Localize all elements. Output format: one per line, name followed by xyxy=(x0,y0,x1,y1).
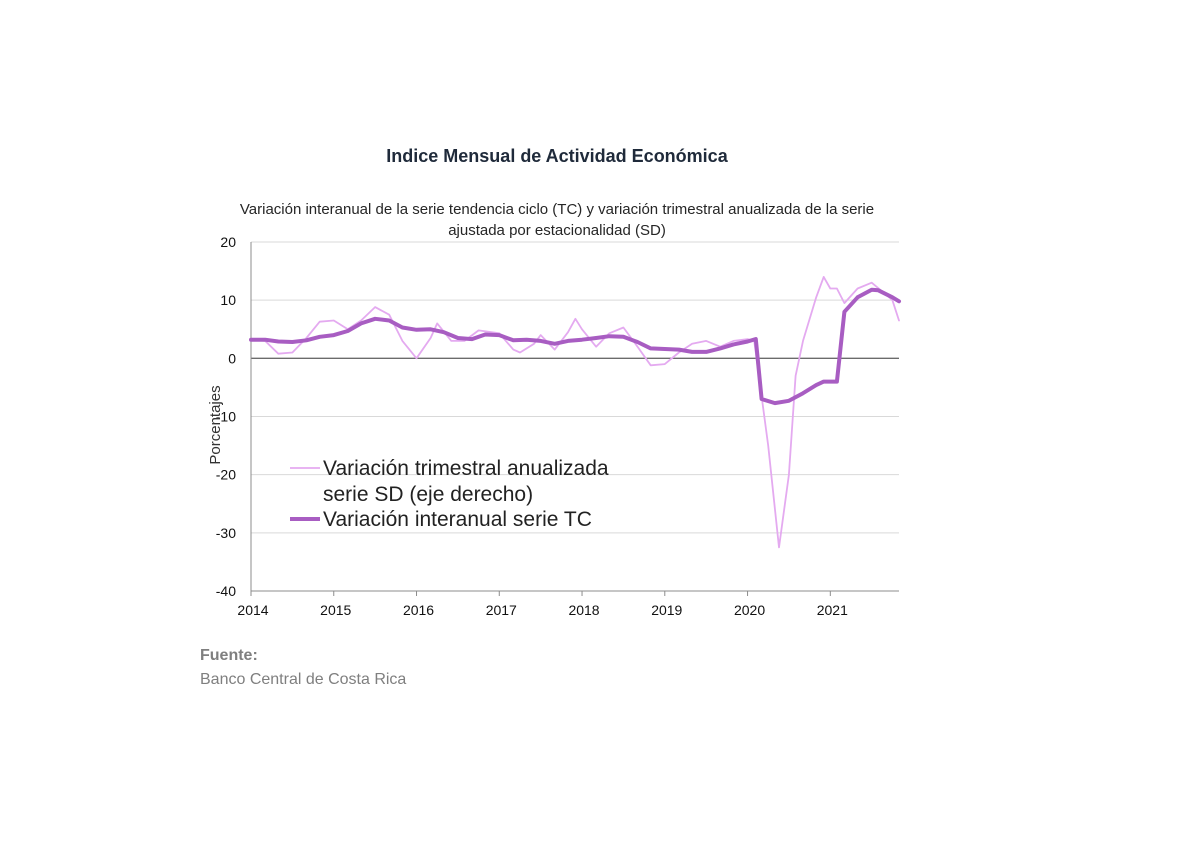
x-tick-label: 2017 xyxy=(486,602,517,618)
x-tick-label: 2018 xyxy=(568,602,599,618)
legend: Variación trimestral anualizada serie SD… xyxy=(290,457,609,531)
y-tick-label: 20 xyxy=(220,234,236,250)
y-tick-label: 10 xyxy=(220,292,236,308)
legend-label-tc: Variación interanual serie TC xyxy=(323,508,592,531)
y-tick-label: -40 xyxy=(216,583,236,599)
chart-subtitle-line-2: ajustada por estacionalidad (SD) xyxy=(448,222,666,239)
series-line-sd xyxy=(250,276,900,549)
source-text: Banco Central de Costa Rica xyxy=(200,671,407,688)
x-tick-label: 2019 xyxy=(651,602,682,618)
chart-title: Indice Mensual de Actividad Económica xyxy=(386,146,728,166)
source-label: Fuente: xyxy=(200,647,258,664)
y-tick-label: -20 xyxy=(216,467,236,483)
series-line-tc xyxy=(249,287,901,406)
y-tick-label: -10 xyxy=(216,409,236,425)
chart-subtitle-line-1: Variación interanual de la serie tendenc… xyxy=(240,201,874,218)
legend-label-sd-line-1: Variación trimestral anualizada xyxy=(323,457,609,480)
series-lines xyxy=(249,276,901,549)
legend-label-sd-line-2: serie SD (eje derecho) xyxy=(323,483,533,506)
y-tick-label: 0 xyxy=(228,350,236,366)
y-axis-label: Porcentajes xyxy=(207,385,224,464)
x-tick-labels: 2014 2015 2016 2017 2018 2019 2020 2021 xyxy=(237,602,848,618)
y-tick-label: -30 xyxy=(216,525,236,541)
grid-lines xyxy=(251,241,899,592)
x-tick-label: 2016 xyxy=(403,602,434,618)
x-tick-label: 2014 xyxy=(237,602,268,618)
axes xyxy=(250,242,899,596)
y-tick-labels: 20 10 0 -10 -20 -30 -40 xyxy=(216,234,236,599)
x-tick-label: 2020 xyxy=(734,602,765,618)
x-tick-label: 2015 xyxy=(320,602,351,618)
x-tick-label: 2021 xyxy=(817,602,848,618)
